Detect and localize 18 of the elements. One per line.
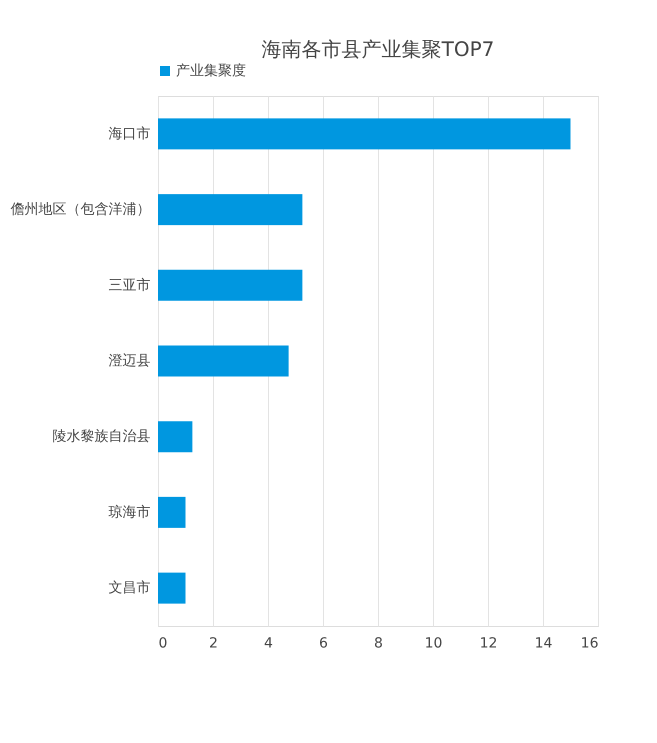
y-tick-label: 海口市 xyxy=(108,126,150,142)
x-tick-label: 0 xyxy=(158,636,168,652)
legend-label: 产业集聚度 xyxy=(176,63,246,79)
y-tick-label: 儋州地区（包含洋浦） xyxy=(10,202,150,218)
y-tick-label: 琼海市 xyxy=(108,504,150,520)
y-tick-label: 三亚市 xyxy=(108,277,150,294)
x-tick-label: 4 xyxy=(264,636,274,652)
x-tick-label: 16 xyxy=(580,636,599,652)
x-tick-label: 6 xyxy=(319,636,328,652)
x-tick-label: 14 xyxy=(534,636,552,652)
x-tick-label: 8 xyxy=(374,636,383,652)
y-tick-label: 澄迈县 xyxy=(108,353,150,369)
y-tick-label: 陵水黎族自治县 xyxy=(52,428,150,445)
chart-title: 海南各市县产业集聚TOP7 xyxy=(262,37,494,61)
x-tick-label: 10 xyxy=(424,636,442,652)
x-tick-label: 12 xyxy=(480,636,498,652)
y-tick-label: 文昌市 xyxy=(108,580,150,596)
x-tick-label: 2 xyxy=(209,636,218,652)
